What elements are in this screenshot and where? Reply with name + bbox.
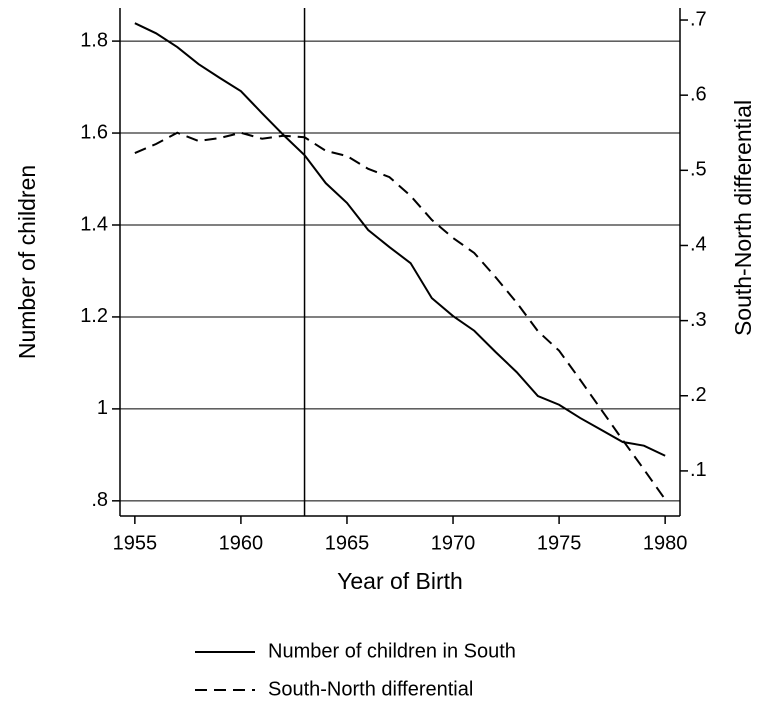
y-axis-title: Number of children <box>14 165 40 359</box>
y2-tick-label: .7 <box>690 8 707 30</box>
y-tick-label: .8 <box>91 489 108 511</box>
y2-tick-label: .2 <box>690 384 707 406</box>
y2-tick-label: .3 <box>690 309 707 331</box>
x-tick-label: 1980 <box>643 532 688 554</box>
legend-label: South-North differential <box>268 678 473 700</box>
series-line <box>134 131 666 501</box>
x-tick-label: 1975 <box>537 532 582 554</box>
y2-tick-label: .4 <box>690 234 707 256</box>
x-tick-label: 1955 <box>113 532 158 554</box>
y-tick-label: 1.6 <box>80 121 108 143</box>
y2-tick-label: .1 <box>690 459 707 481</box>
y2-tick-label: .5 <box>690 159 707 181</box>
x-tick-label: 1965 <box>325 532 370 554</box>
y-tick-label: 1.2 <box>80 305 108 327</box>
x-tick-label: 1970 <box>431 532 476 554</box>
series-line <box>134 22 666 457</box>
legend-label: Number of children in South <box>268 640 516 662</box>
x-axis-title: Year of Birth <box>337 568 463 594</box>
y2-tick-label: .6 <box>690 83 707 105</box>
y-tick-label: 1.8 <box>80 29 108 51</box>
y2-axis-title: South-North differential <box>730 100 756 336</box>
y-tick-label: 1.4 <box>80 213 108 235</box>
y-tick-label: 1 <box>97 397 108 419</box>
x-tick-label: 1960 <box>219 532 264 554</box>
